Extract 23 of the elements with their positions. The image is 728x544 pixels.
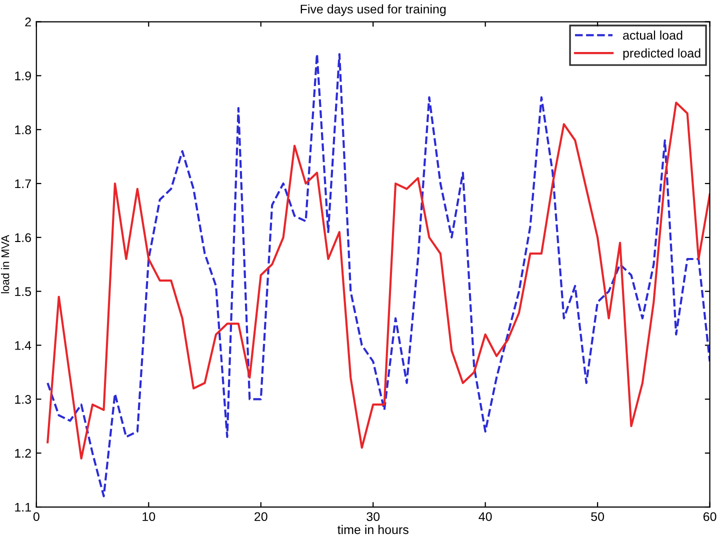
y-tick-label: 1.2 bbox=[15, 448, 31, 458]
y-tick-label: 1.4 bbox=[15, 341, 32, 350]
y-tick-label: 1.7 bbox=[15, 179, 31, 188]
y-tick-label: 1.3 bbox=[15, 394, 31, 404]
chart-title: Five days used for training bbox=[300, 4, 446, 16]
legend-label: predicted load bbox=[623, 48, 700, 60]
legend-label: actual load bbox=[623, 30, 682, 40]
x-tick-label: 60 bbox=[703, 512, 716, 522]
line-series bbox=[46, 102, 710, 460]
y-tick-label: 1.8 bbox=[15, 125, 31, 134]
x-tick-label: 30 bbox=[366, 512, 380, 522]
y-axis-title: load in MVA bbox=[1, 234, 10, 294]
x-axis-title: time in hours bbox=[338, 524, 408, 534]
y-tick-label: 2 bbox=[25, 18, 31, 26]
x-tick-label: 20 bbox=[254, 512, 268, 522]
x-tick-label: 10 bbox=[142, 512, 156, 522]
x-tick-label: 50 bbox=[591, 512, 604, 522]
y-tick-label: 1.9 bbox=[15, 71, 31, 80]
y-tick-label: 1.1 bbox=[15, 502, 31, 512]
y-tick-label: 1.6 bbox=[15, 233, 31, 242]
x-tick-label: 40 bbox=[478, 512, 492, 522]
y-tick-label: 1.5 bbox=[15, 287, 32, 296]
x-tick-label: 0 bbox=[33, 512, 40, 522]
